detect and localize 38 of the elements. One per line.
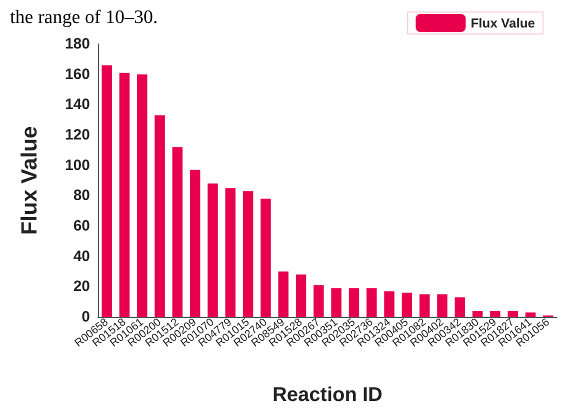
bar — [225, 188, 236, 317]
legend-label: Flux Value — [470, 16, 536, 30]
bar — [472, 310, 483, 317]
bar — [278, 272, 288, 317]
x-axis-title: Reaction ID — [272, 384, 383, 406]
bar — [260, 198, 271, 317]
bar — [172, 147, 183, 317]
bar — [296, 274, 306, 317]
bar — [331, 288, 342, 317]
bar — [508, 310, 518, 317]
bar — [384, 291, 394, 317]
y-tick-label: 20 — [73, 278, 90, 296]
bar — [525, 312, 536, 317]
y-tick-label: 100 — [64, 156, 90, 174]
bar — [102, 65, 112, 317]
bar — [490, 310, 500, 317]
bar — [154, 115, 165, 317]
y-tick-label: 140 — [64, 96, 90, 114]
y-tick-label: 40 — [73, 248, 90, 265]
y-tick-label: 180 — [64, 36, 90, 52]
bar — [402, 292, 412, 317]
bar — [454, 297, 466, 317]
bar — [314, 285, 324, 317]
bar — [419, 294, 430, 317]
y-tick-label: 80 — [73, 187, 90, 204]
y-tick-label: 60 — [73, 218, 90, 234]
y-tick-label: 160 — [64, 66, 90, 83]
y-tick-label: 120 — [64, 126, 90, 144]
bar — [437, 294, 448, 317]
bar — [137, 74, 148, 317]
bar — [190, 170, 200, 317]
bar — [119, 72, 130, 317]
bar — [208, 184, 218, 317]
y-axis-title: Flux Value — [16, 126, 42, 235]
bar — [242, 191, 254, 317]
bar — [348, 288, 360, 317]
bar — [366, 288, 377, 317]
text: the range of 10–30. — [10, 7, 158, 28]
